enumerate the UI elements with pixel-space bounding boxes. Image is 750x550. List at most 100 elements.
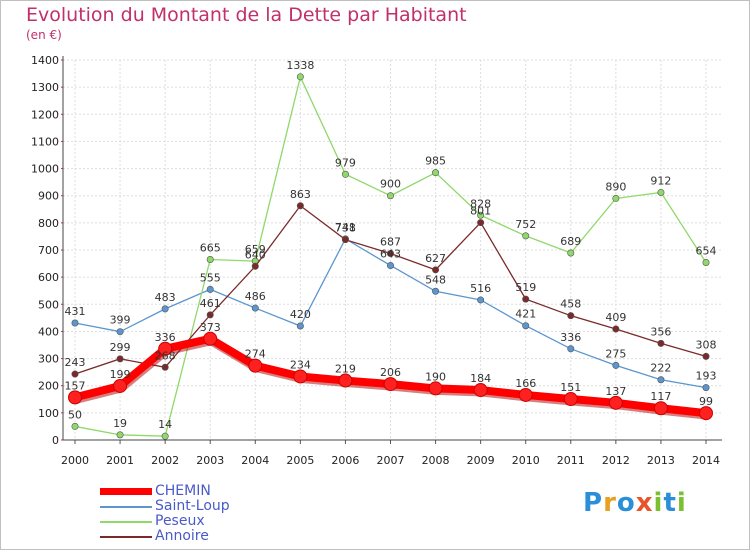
- data-label: 665: [200, 242, 221, 255]
- data-label: 421: [515, 308, 536, 321]
- data-label: 801: [470, 205, 491, 218]
- data-label: 99: [699, 395, 713, 408]
- data-label: 243: [65, 356, 86, 369]
- data-point: [657, 339, 665, 347]
- data-label: 234: [290, 358, 311, 371]
- data-point: [653, 401, 668, 416]
- x-tick-label: 2001: [106, 454, 134, 467]
- data-point: [477, 296, 485, 304]
- data-point: [428, 381, 443, 396]
- legend-swatch: [100, 535, 152, 538]
- data-point: [206, 311, 214, 319]
- legend-swatch: [100, 505, 152, 508]
- data-label: 483: [155, 291, 176, 304]
- data-point: [567, 312, 575, 320]
- data-point: [296, 202, 304, 210]
- data-label: 373: [200, 321, 221, 334]
- y-tick-label: 100: [38, 407, 59, 420]
- data-label: 193: [696, 370, 717, 383]
- x-tick-label: 2000: [61, 454, 89, 467]
- x-tick-label: 2010: [512, 454, 540, 467]
- y-tick-label: 400: [38, 325, 59, 338]
- data-label: 687: [380, 236, 401, 249]
- data-label: 151: [560, 381, 581, 394]
- legend-item-annoire: Annoire: [100, 529, 230, 544]
- data-label: 336: [560, 331, 581, 344]
- data-label: 166: [515, 377, 536, 390]
- data-point: [567, 249, 575, 257]
- data-point: [386, 261, 394, 269]
- y-tick-label: 500: [38, 298, 59, 311]
- data-point: [702, 352, 710, 360]
- logo-letter: o: [616, 488, 636, 518]
- legend-label: Saint-Loup: [155, 498, 230, 514]
- data-label: 752: [515, 218, 536, 231]
- data-point: [251, 304, 259, 312]
- data-label: 912: [650, 174, 671, 187]
- data-point: [612, 325, 620, 333]
- legend-item-chemin: CHEMIN: [100, 484, 230, 499]
- data-point: [71, 422, 79, 430]
- data-point: [341, 170, 349, 178]
- data-point: [296, 73, 304, 81]
- data-label: 275: [605, 347, 626, 360]
- data-point: [432, 169, 440, 177]
- x-tick-label: 2007: [377, 454, 405, 467]
- legend-label: CHEMIN: [155, 483, 211, 499]
- data-point: [251, 262, 259, 270]
- data-point: [296, 322, 304, 330]
- y-tick-label: 700: [38, 244, 59, 257]
- data-label: 643: [380, 247, 401, 260]
- data-label: 519: [515, 281, 536, 294]
- data-label: 548: [425, 273, 446, 286]
- data-label: 206: [380, 366, 401, 379]
- x-tick-label: 2008: [422, 454, 450, 467]
- data-label: 555: [200, 271, 221, 284]
- x-tick-label: 2013: [647, 454, 675, 467]
- data-point: [477, 219, 485, 227]
- data-label: 627: [425, 252, 446, 265]
- grid: [63, 59, 722, 441]
- data-labels: 431 399 483 555 486 420 741 643 548 516 421 336 275 2…: [65, 59, 717, 431]
- chart-title: Evolution du Montant de la Dette par Hab…: [26, 4, 467, 26]
- y-tick-label: 900: [38, 190, 59, 203]
- data-label: 659: [245, 243, 266, 256]
- data-label: 486: [245, 290, 266, 303]
- logo-letter: t: [663, 488, 677, 518]
- legend-label: Annoire: [155, 528, 209, 544]
- data-label: 219: [335, 363, 356, 376]
- data-point: [522, 232, 530, 240]
- data-label: 157: [65, 379, 86, 392]
- x-tick-label: 2005: [286, 454, 314, 467]
- data-point: [206, 285, 214, 293]
- data-point: [518, 387, 533, 402]
- data-label: 199: [110, 368, 131, 381]
- y-tick-label: 1000: [31, 163, 59, 176]
- data-point: [113, 378, 128, 393]
- x-tick-label: 2002: [151, 454, 179, 467]
- legend-swatch: [100, 488, 152, 495]
- legend-swatch: [100, 520, 152, 523]
- data-point: [386, 250, 394, 258]
- legend: CHEMIN Saint-Loup Peseux Annoire: [100, 484, 230, 544]
- data-point: [116, 328, 124, 336]
- data-label: 654: [696, 244, 717, 257]
- data-point: [161, 305, 169, 313]
- data-point: [68, 390, 82, 405]
- data-point: [612, 194, 620, 202]
- data-label: 117: [650, 390, 671, 403]
- y-tick-label: 1300: [31, 81, 59, 94]
- data-point: [657, 188, 665, 196]
- data-point: [383, 377, 398, 392]
- x-tick-label: 2006: [331, 454, 359, 467]
- x-tick-label: 2011: [557, 454, 585, 467]
- proxiti-logo: Proxiti: [583, 488, 687, 518]
- data-label: 50: [68, 408, 82, 421]
- data-label: 516: [470, 282, 491, 295]
- data-point: [432, 266, 440, 274]
- y-tick-label: 300: [38, 353, 59, 366]
- data-label: 409: [605, 311, 626, 324]
- y-tick-label: 1200: [31, 108, 59, 121]
- data-point: [563, 392, 578, 407]
